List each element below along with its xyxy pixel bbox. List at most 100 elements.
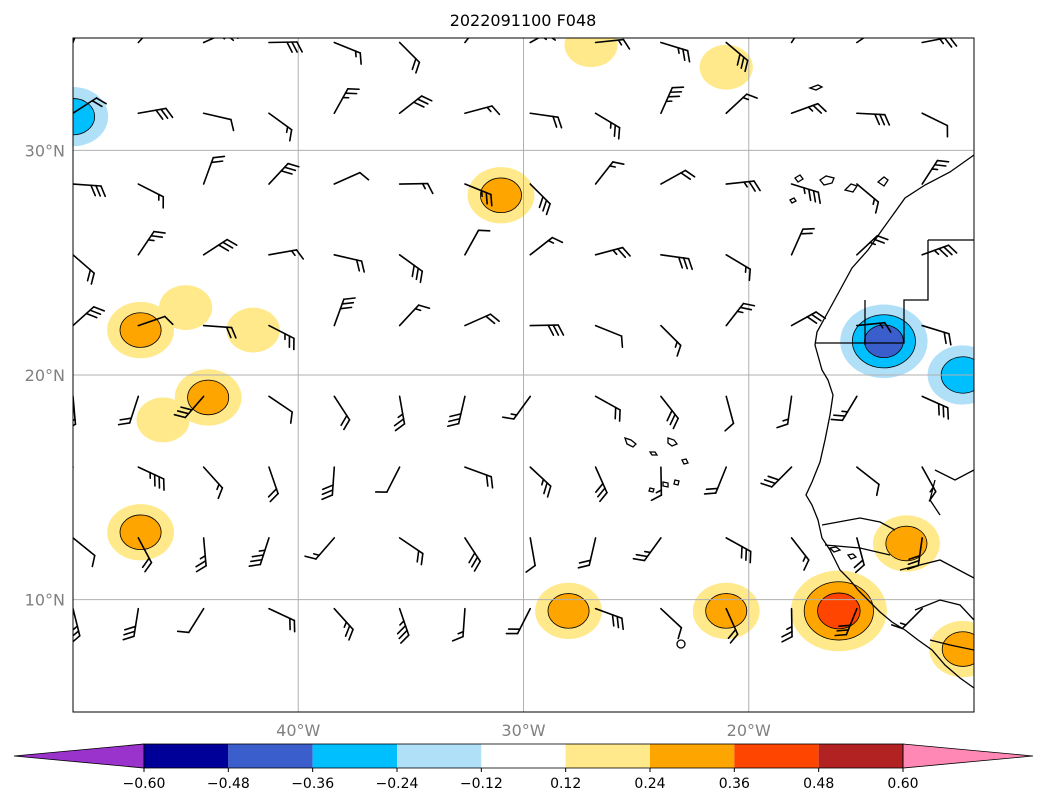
wind-barbs (73, 38, 958, 644)
wind-barb (856, 38, 881, 44)
contour-fill (864, 324, 904, 359)
contour-fill (119, 312, 162, 348)
wind-barb (529, 112, 563, 129)
anomaly-region (692, 582, 760, 640)
wind-barb (594, 246, 631, 259)
wind-barb (660, 395, 679, 430)
wind-barb (137, 38, 159, 44)
wind-barb (464, 38, 483, 44)
colorbar: −0.60 −0.48 −0.36 −0.24 −0.12 0.12 0.24 0.36 0.4… (13, 743, 1034, 792)
anomaly-region (226, 307, 280, 353)
colorbar-segment (650, 744, 735, 768)
wind-barb (529, 183, 551, 216)
wind-barb (268, 324, 295, 351)
anomaly-region (564, 38, 618, 68)
wind-barb (776, 395, 793, 429)
wind-barb (268, 395, 293, 424)
wind-barb (202, 155, 226, 185)
wind-barb (248, 537, 270, 567)
wind-barb (268, 607, 296, 633)
wind-barb (73, 97, 107, 115)
contour-fill (705, 593, 748, 629)
wind-barb (790, 311, 827, 327)
wind-barb (268, 112, 293, 142)
wind-barb (594, 607, 624, 631)
wind-barb (73, 183, 107, 198)
chart-title: 2022091100 F048 (450, 11, 597, 30)
anomaly-region (535, 582, 602, 640)
contour-fill (226, 307, 280, 353)
wind-barb (921, 324, 952, 346)
wind-barb (398, 182, 434, 195)
gridlines (73, 38, 974, 712)
contour-fill (564, 38, 618, 68)
wind-barb (396, 607, 410, 644)
colorbar-segment (734, 744, 819, 768)
wind-barb (73, 306, 106, 327)
wind-barb (856, 183, 880, 214)
wind-barb (856, 234, 889, 256)
wind-barb (117, 395, 140, 426)
wind-barb (725, 537, 752, 564)
wind-barb (921, 395, 950, 420)
colorbar-frame (143, 743, 904, 769)
wind-barb (790, 102, 827, 115)
wind-barb (304, 537, 336, 560)
map-frame (72, 37, 975, 713)
wind-barb (374, 466, 401, 493)
wind-barb (594, 38, 631, 50)
contour-fill (547, 593, 590, 629)
wind-barb (725, 41, 749, 73)
coastline (623, 84, 974, 689)
anomaly-region (107, 504, 175, 561)
wind-barb (594, 466, 608, 503)
wind-barb (202, 324, 237, 339)
wind-barb (446, 395, 466, 428)
colorbar-max-extend (902, 743, 1034, 769)
colorbar-segment (481, 744, 566, 768)
map-area (73, 38, 974, 712)
wind-barb (529, 466, 552, 498)
wind-barb (577, 537, 597, 569)
wind-barb (137, 466, 165, 491)
colorbar-tick-label: 0.60 (887, 776, 918, 792)
wind-barb (725, 254, 752, 282)
wind-barb (464, 183, 493, 207)
wind-barb (790, 537, 810, 571)
colorbar-tick-label: 0.24 (634, 776, 665, 792)
contour-fill (817, 592, 861, 630)
wind-barb (333, 41, 362, 65)
wind-barb (724, 395, 735, 432)
wind-barb (725, 607, 739, 644)
x-tick-label: 30°W (501, 721, 545, 740)
wind-barb (725, 93, 758, 115)
contour-fill (119, 514, 162, 550)
wind-barb (906, 537, 923, 570)
contour-fill (479, 177, 522, 213)
wind-barb (137, 183, 165, 209)
wind-barb (122, 607, 140, 641)
wind-barb (529, 236, 564, 256)
colorbar-segment (565, 744, 650, 768)
wind-barb (921, 466, 937, 502)
wind-barb (173, 395, 205, 419)
wind-barb (73, 537, 96, 568)
wind-barb (137, 315, 174, 327)
wind-barb (464, 105, 501, 116)
wind-barb (594, 324, 624, 349)
colorbar-tick-label: 0.36 (719, 776, 750, 792)
wind-barb (660, 86, 685, 115)
wind-barb (660, 41, 691, 63)
contour-fill (159, 285, 213, 330)
x-tick-labels: 40°W 30°W 20°W (276, 721, 771, 740)
anomaly-region (159, 285, 213, 330)
wind-barb (73, 254, 95, 285)
wind-barb (525, 537, 536, 573)
contour-fill (136, 397, 190, 443)
wind-barb (176, 607, 205, 634)
wind-barb (137, 230, 166, 256)
anomaly-region (73, 87, 109, 147)
wind-barb (398, 304, 431, 327)
wind-barb (529, 38, 561, 44)
wind-barb (594, 161, 625, 185)
